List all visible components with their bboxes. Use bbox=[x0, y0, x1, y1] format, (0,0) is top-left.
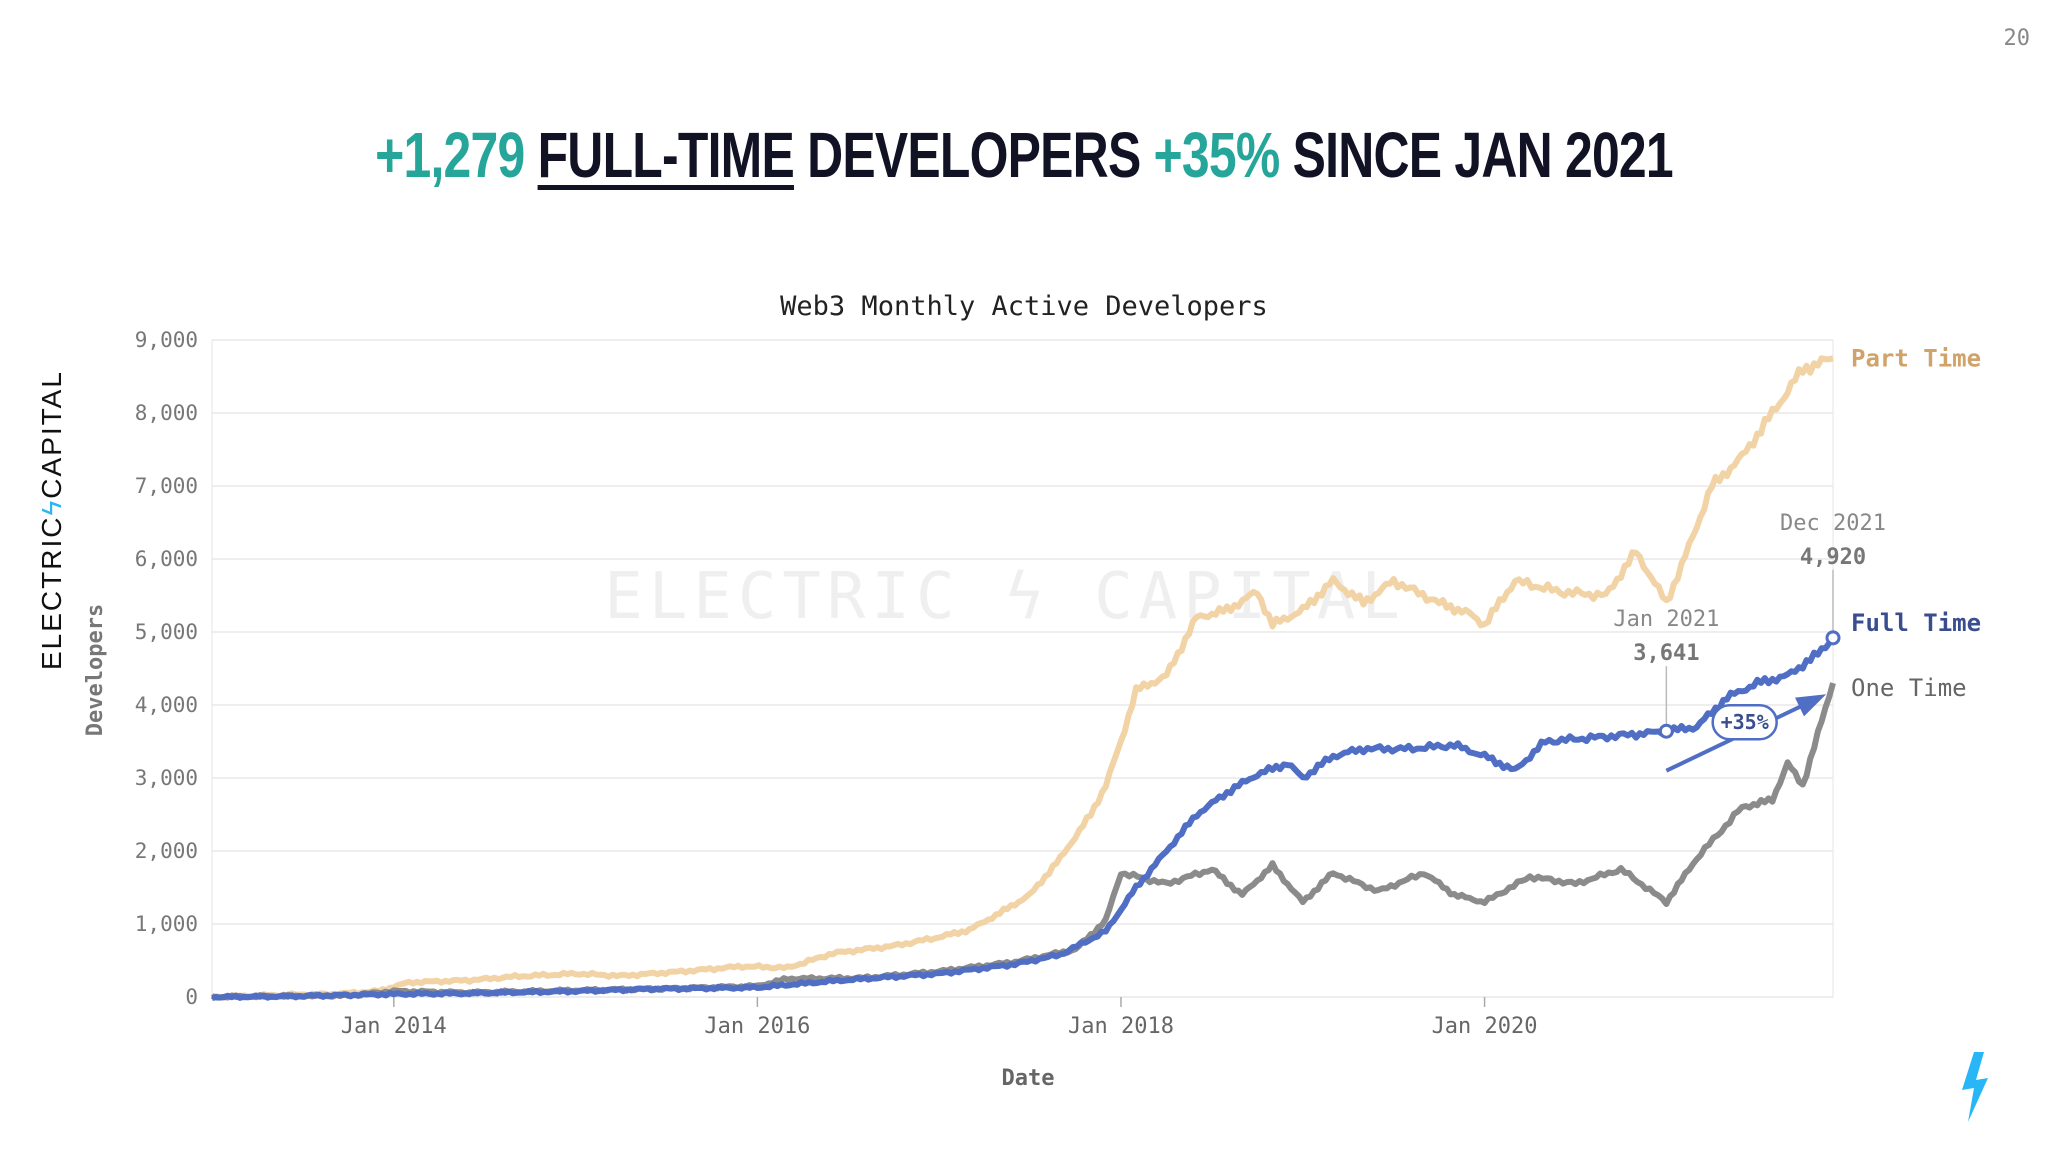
x-tick-label: Jan 2018 bbox=[1068, 1014, 1174, 1039]
lightning-bolt-icon bbox=[1962, 1052, 1988, 1122]
series-line-one-time bbox=[210, 682, 1836, 1001]
grid-layer bbox=[211, 339, 1834, 998]
y-tick-label: 9,000 bbox=[135, 328, 198, 352]
watermark: ELECTRIC ϟ CAPITAL bbox=[604, 560, 1406, 634]
annotation-layer: Jan 2021 3,641 Dec 2021 4,920 +35% bbox=[1613, 511, 1886, 773]
legend-part-time: Part Time bbox=[1851, 344, 1981, 372]
x-axis-label: Date bbox=[1002, 1066, 1055, 1091]
y-tick-label: 6,000 bbox=[135, 547, 198, 571]
annotation-value: 3,641 bbox=[1633, 641, 1699, 666]
y-tick-label: 1,000 bbox=[135, 912, 198, 936]
legend-full-time: Full Time bbox=[1851, 609, 1981, 637]
headline-fulltime: FULL-TIME bbox=[537, 119, 795, 191]
x-tick-label: Jan 2020 bbox=[1432, 1014, 1538, 1039]
annotation-point bbox=[1658, 723, 1674, 739]
annotation-point bbox=[1825, 630, 1841, 646]
x-tick-label: Jan 2016 bbox=[704, 1014, 810, 1039]
chart-title: Web3 Monthly Active Developers bbox=[780, 291, 1268, 322]
headline-count: +1,279 bbox=[375, 119, 525, 191]
x-tick-label: Jan 2014 bbox=[341, 1014, 447, 1039]
headline-developers: DEVELOPERS bbox=[807, 119, 1141, 191]
growth-badge-label: +35% bbox=[1721, 710, 1769, 734]
y-tick-label: 2,000 bbox=[135, 839, 198, 863]
y-tick-label: 5,000 bbox=[135, 620, 198, 644]
axis-layer: 0 1,000 2,000 3,000 4,000 5,000 6,000 7,000 8,00… bbox=[135, 328, 1538, 1039]
y-tick-label: 3,000 bbox=[135, 766, 198, 790]
series-line-part-time bbox=[211, 355, 1834, 1001]
headline-since: SINCE JAN 2021 bbox=[1292, 119, 1674, 191]
annotation-date: Dec 2021 bbox=[1780, 511, 1886, 536]
y-tick-label: 7,000 bbox=[135, 474, 198, 498]
y-tick-label: 8,000 bbox=[135, 401, 198, 425]
growth-badge bbox=[1711, 703, 1778, 741]
annotation-value: 4,920 bbox=[1800, 545, 1866, 570]
y-tick-label: 0 bbox=[185, 985, 198, 1009]
page-headline: +1,279 FULL-TIME DEVELOPERS +35% SINCE J… bbox=[225, 118, 1822, 192]
series-line-full-time bbox=[211, 636, 1836, 1001]
y-axis-label: Developers bbox=[83, 604, 108, 736]
headline-percent: +35% bbox=[1153, 119, 1281, 191]
growth-arrow-head bbox=[1795, 694, 1827, 717]
series-layer: Part Time Full Time One Time bbox=[210, 344, 1981, 1001]
legend-one-time: One Time bbox=[1851, 674, 1967, 702]
annotation-date: Jan 2021 bbox=[1613, 607, 1719, 632]
y-tick-label: 4,000 bbox=[135, 693, 198, 717]
page-number: 20 bbox=[2003, 26, 2031, 51]
